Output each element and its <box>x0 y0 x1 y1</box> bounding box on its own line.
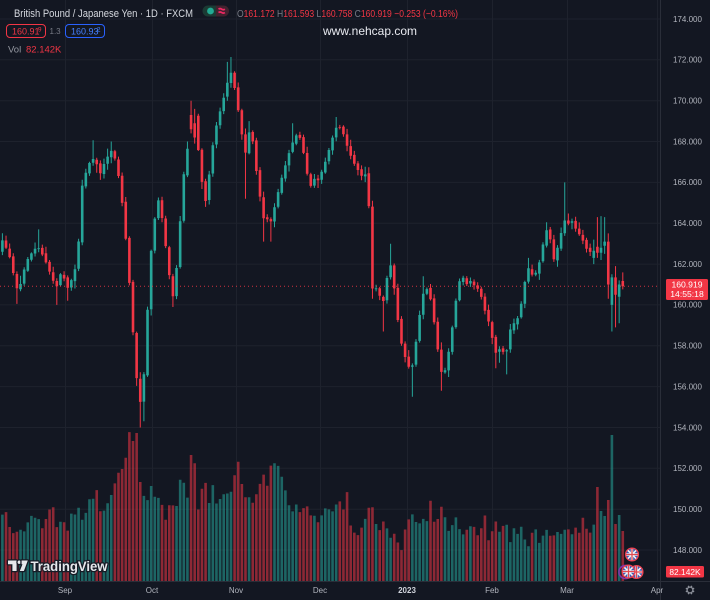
svg-text:British Pound / Japanese Yen ·: British Pound / Japanese Yen · 1D · FXCM <box>14 8 193 20</box>
svg-text:2023: 2023 <box>398 586 416 595</box>
svg-text:Vol: Vol <box>8 45 21 56</box>
svg-text:Oct: Oct <box>146 586 159 595</box>
svg-text:82.142K: 82.142K <box>26 45 62 56</box>
svg-text:Mar: Mar <box>560 586 574 595</box>
svg-text:9: 9 <box>38 27 42 34</box>
svg-text:156.000: 156.000 <box>673 382 702 391</box>
svg-text:Nov: Nov <box>229 586 243 595</box>
svg-text:O161.172 H161.593 L160.758 C16: O161.172 H161.593 L160.758 C160.919 −0.2… <box>237 9 458 20</box>
svg-text:TradingView: TradingView <box>31 558 108 574</box>
svg-text:148.000: 148.000 <box>673 546 702 555</box>
svg-text:160.93: 160.93 <box>71 27 99 37</box>
svg-text:Feb: Feb <box>485 586 499 595</box>
svg-text:162.000: 162.000 <box>673 260 702 269</box>
svg-text:174.000: 174.000 <box>673 15 702 24</box>
svg-text:166.000: 166.000 <box>673 178 702 187</box>
svg-text:150.000: 150.000 <box>673 505 702 514</box>
svg-text:164.000: 164.000 <box>673 219 702 228</box>
svg-text:152.000: 152.000 <box>673 464 702 473</box>
svg-text:2: 2 <box>97 27 101 34</box>
svg-text:160.91: 160.91 <box>12 27 40 37</box>
svg-text:160.000: 160.000 <box>673 301 702 310</box>
svg-text:82.142K: 82.142K <box>669 567 701 577</box>
svg-text:1.3: 1.3 <box>50 27 62 36</box>
svg-text:170.000: 170.000 <box>673 97 702 106</box>
svg-text:Sep: Sep <box>58 586 73 595</box>
svg-text:Apr: Apr <box>651 586 664 595</box>
svg-text:www.nehcap.com: www.nehcap.com <box>322 24 417 38</box>
svg-text:14:55:18: 14:55:18 <box>670 289 704 299</box>
svg-text:Dec: Dec <box>313 586 327 595</box>
svg-text:154.000: 154.000 <box>673 423 702 432</box>
svg-text:158.000: 158.000 <box>673 342 702 351</box>
svg-text:172.000: 172.000 <box>673 56 702 65</box>
svg-text:160.919: 160.919 <box>671 280 702 290</box>
svg-text:168.000: 168.000 <box>673 137 702 146</box>
